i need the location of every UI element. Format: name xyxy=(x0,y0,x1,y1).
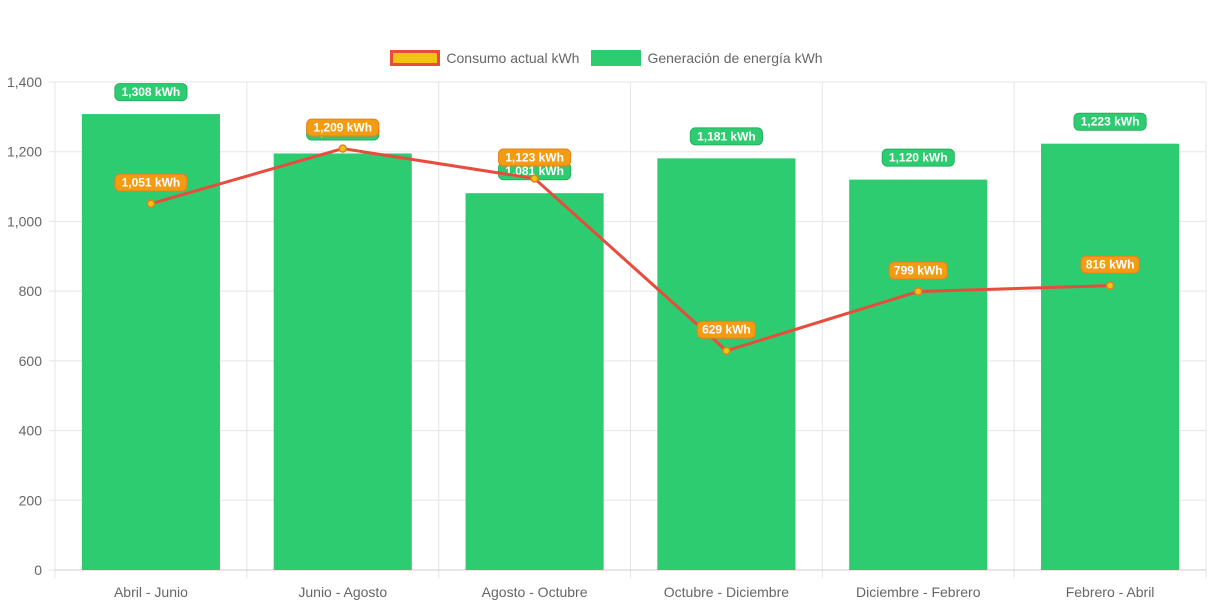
line-data-label: 816 kWh xyxy=(1086,258,1135,272)
legend-item-generacion[interactable]: Generación de energía kWh xyxy=(591,50,823,66)
line-data-label-box xyxy=(1080,255,1140,274)
line-data-label: 799 kWh xyxy=(894,263,943,277)
line-point-consumo xyxy=(146,199,156,208)
y-tick-label: 0 xyxy=(34,562,42,578)
line-point-consumo xyxy=(1105,281,1115,290)
line-point-consumo xyxy=(530,174,539,183)
bar-data-label: 1,181 kWh xyxy=(697,129,756,143)
bar-data-label: 1,120 kWh xyxy=(889,151,948,165)
line-data-label: 629 kWh xyxy=(702,323,751,337)
line-data-label: 1,051 kWh xyxy=(122,176,181,190)
legend-swatch-consumo xyxy=(390,50,441,66)
y-tick-label: 1,000 xyxy=(7,213,42,229)
line-point-consumo xyxy=(722,346,731,355)
bar-data-label: 1,223 kWh xyxy=(1081,115,1140,129)
line-data-label-box xyxy=(498,148,572,167)
line-data-label-box xyxy=(696,320,757,339)
line-data-label-box xyxy=(888,261,948,280)
line-data-label-box xyxy=(114,173,188,192)
y-tick-label: 800 xyxy=(19,283,43,299)
bar-generacion xyxy=(273,153,412,570)
bar-data-label-box xyxy=(881,148,955,167)
y-tick-label: 1,200 xyxy=(7,144,42,160)
bar-generacion xyxy=(465,193,604,571)
bar-generacion xyxy=(1041,143,1180,570)
bar-data-label: 1,081 kWh xyxy=(505,164,564,178)
legend-label-consumo: Consumo actual kWh xyxy=(446,50,580,66)
line-point-consumo xyxy=(338,144,347,153)
legend-swatch-generacion xyxy=(591,50,642,66)
line-data-label: 1,123 kWh xyxy=(505,151,564,165)
line-point-consumo xyxy=(914,287,923,296)
legend-label-generacion: Generación de energía kWh xyxy=(647,50,823,66)
x-tick-label: Octubre - Diciembre xyxy=(664,584,789,600)
x-tick-label: Abril - Junio xyxy=(114,584,188,600)
bar-generacion xyxy=(657,158,796,570)
x-tick-label: Diciembre - Febrero xyxy=(856,584,981,600)
legend-item-consumo[interactable]: Consumo actual kWh xyxy=(390,50,579,66)
bar-generacion xyxy=(849,179,988,570)
line-data-label: 1,209 kWh xyxy=(313,121,372,135)
x-tick-label: Agosto - Octubre xyxy=(482,584,588,600)
y-tick-label: 600 xyxy=(19,353,43,369)
x-tick-label: Febrero - Abril xyxy=(1066,584,1155,600)
y-tick-label: 1,400 xyxy=(7,74,42,90)
y-tick-label: 400 xyxy=(19,423,43,439)
bar-data-label: 1,308 kWh xyxy=(122,85,181,99)
chart-legend: Consumo actual kWh Generación de energía… xyxy=(0,50,1213,66)
bar-data-label-box xyxy=(689,127,763,146)
line-consumo xyxy=(150,147,1111,353)
bar-data-label-box xyxy=(1073,112,1147,131)
bar-data-label-box xyxy=(114,83,188,102)
y-tick-label: 200 xyxy=(19,492,43,508)
line-data-label-box xyxy=(306,118,380,137)
x-tick-label: Junio - Agosto xyxy=(298,584,387,600)
